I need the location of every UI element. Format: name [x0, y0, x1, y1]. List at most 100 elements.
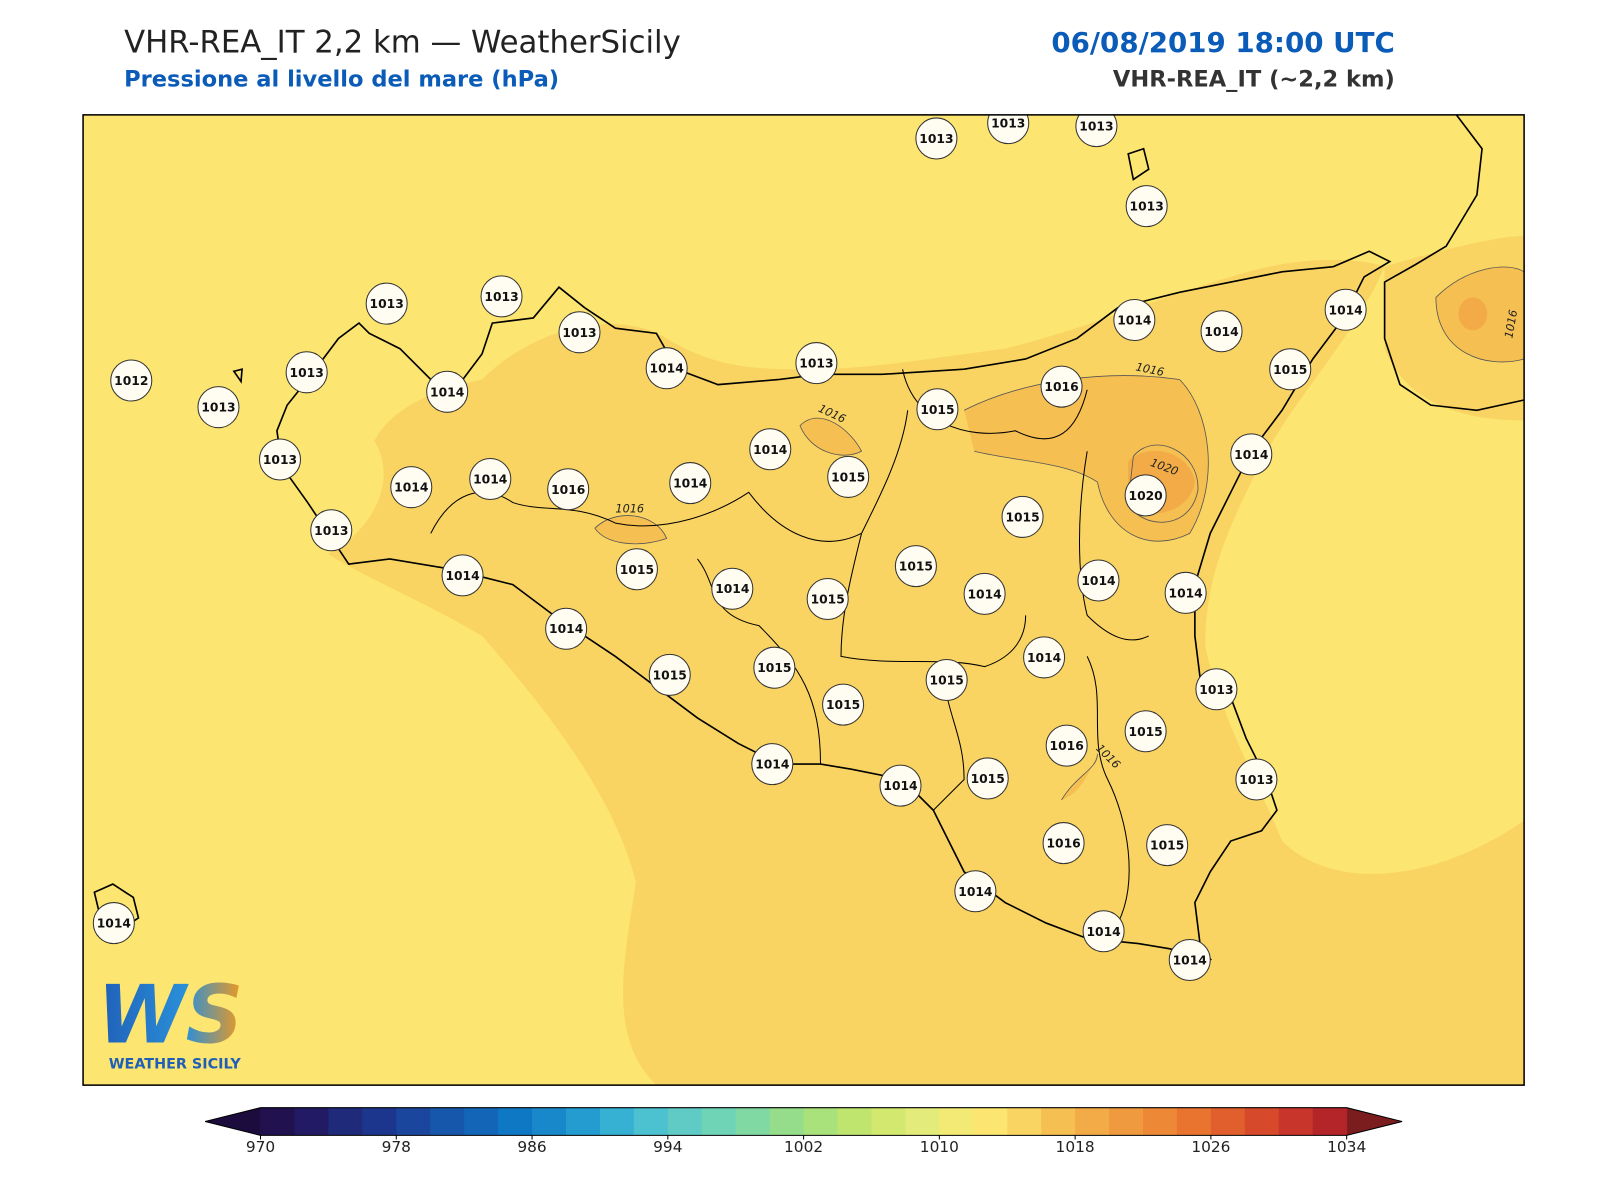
subtitle: Pressione al livello del mare (hPa) — [124, 67, 559, 93]
colorbar-tick-label: 978 — [382, 1138, 411, 1156]
station-value: 1015 — [930, 674, 964, 688]
station-marker — [925, 658, 968, 702]
station-value: 1014 — [1204, 325, 1238, 339]
station-value: 1016 — [1050, 739, 1084, 753]
colorbar-tick-label: 1026 — [1191, 1138, 1230, 1156]
logo-mark: WS — [97, 968, 243, 1061]
station-value: 1015 — [971, 772, 1005, 786]
station-value: 1015 — [1273, 363, 1307, 377]
station-marker — [648, 653, 691, 696]
station-marker — [1077, 559, 1120, 602]
colorbar-bin — [633, 1107, 669, 1136]
station-marker — [1042, 822, 1085, 865]
colorbar-bin — [396, 1107, 431, 1136]
station-value: 1016 — [1046, 837, 1080, 851]
colorbar-bin — [1278, 1107, 1314, 1136]
station-marker — [258, 438, 302, 481]
station-value: 1015 — [920, 403, 954, 417]
contours — [594, 266, 1525, 801]
logo: WS WEATHER SICILY — [97, 968, 243, 1072]
colorbar-tick-label: 1018 — [1056, 1138, 1095, 1156]
station-marker — [1125, 185, 1168, 228]
station-marker — [1164, 571, 1207, 614]
station-value: 1014 — [549, 622, 583, 636]
station-marker — [879, 764, 922, 807]
station-marker — [1023, 636, 1066, 679]
station-value: 1013 — [799, 357, 833, 371]
colorbar-bin — [1075, 1107, 1110, 1136]
station-marker — [1124, 710, 1167, 753]
station-marker — [441, 554, 484, 597]
station-value: 1013 — [290, 366, 324, 380]
station-value: 1015 — [1129, 725, 1163, 739]
colorbar-bin — [1312, 1107, 1348, 1136]
station-marker — [916, 388, 959, 431]
colorbar-bin — [599, 1107, 635, 1136]
colorbar-bin — [837, 1107, 872, 1136]
colorbar-bin — [667, 1107, 703, 1136]
station-marker — [645, 347, 688, 390]
station-marker — [469, 457, 512, 500]
station-marker — [390, 466, 433, 509]
station-marker — [92, 902, 135, 945]
station-value: 1014 — [1086, 925, 1120, 939]
station-marker — [615, 548, 658, 591]
colorbar-tick-label: 1010 — [920, 1138, 959, 1156]
colorbar-bin — [803, 1107, 839, 1136]
contour-label: 1016 — [1502, 309, 1520, 339]
field-1014-1016 — [328, 259, 1525, 1086]
station-value: 1014 — [715, 582, 749, 596]
station-marker — [426, 370, 469, 413]
station-value: 1013 — [263, 453, 297, 467]
field-1018-1020 — [1458, 297, 1488, 331]
station-marker — [966, 757, 1009, 800]
station-value: 1016 — [1044, 380, 1078, 394]
colorbar-bin — [532, 1107, 567, 1136]
colorbar-tick-label: 1034 — [1327, 1138, 1366, 1156]
station-value: 1015 — [757, 661, 791, 675]
contour-label: 1016 — [1134, 360, 1165, 379]
station-value: 1014 — [883, 779, 917, 793]
station-marker — [1195, 668, 1238, 711]
station-marker — [669, 462, 712, 505]
datetime: 06/08/2019 18:00 UTC — [1051, 26, 1394, 59]
station-marker — [1269, 348, 1312, 391]
colorbar-bin — [1143, 1107, 1178, 1136]
station-value: 1014 — [1234, 448, 1268, 462]
station-marker — [822, 683, 865, 726]
station-value: 1013 — [919, 132, 953, 146]
station-value: 1013 — [484, 290, 518, 304]
station-value: 1014 — [1081, 574, 1115, 588]
colorbar-tick-label: 986 — [517, 1138, 546, 1156]
station-value: 1012 — [114, 374, 148, 388]
station-value: 1015 — [1005, 510, 1039, 524]
colorbar-bin — [1007, 1107, 1042, 1136]
station-marker — [1124, 474, 1167, 517]
station-value: 1013 — [314, 524, 348, 538]
station-value: 1013 — [1130, 200, 1164, 214]
colorbar-tick-label: 1002 — [784, 1138, 823, 1156]
colorbar-bin — [328, 1107, 363, 1136]
station-value: 1015 — [653, 668, 687, 682]
station-marker — [285, 351, 328, 394]
station-value: 1014 — [1329, 303, 1363, 317]
station-marker — [1001, 495, 1044, 538]
colorbar-bin — [939, 1107, 974, 1136]
station-marker — [753, 646, 796, 689]
station-value: 1014 — [1027, 651, 1061, 665]
station-marker — [749, 428, 792, 471]
station-value: 1014 — [753, 443, 787, 457]
station-marker — [987, 114, 1030, 145]
station-marker — [1075, 114, 1118, 148]
station-value: 1015 — [1150, 839, 1184, 853]
station-value: 1014 — [97, 917, 131, 931]
colorbar-tick-label: 994 — [653, 1138, 682, 1156]
stations: 1013 1013 1013 1013 1013 1013 1013 1012 1013 1013… — [92, 114, 1367, 982]
station-marker — [711, 567, 754, 610]
colorbar-bin — [464, 1107, 499, 1136]
station-value: 1014 — [958, 885, 992, 899]
station-marker — [310, 509, 353, 552]
station-value: 1014 — [1169, 586, 1203, 600]
contour-label: 1016 — [615, 503, 644, 516]
